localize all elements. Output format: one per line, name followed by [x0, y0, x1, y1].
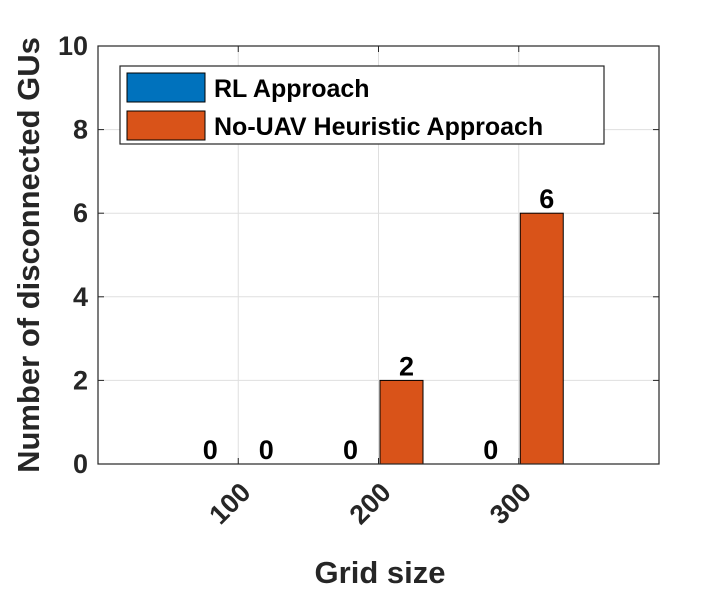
y-tick-label: 8 — [73, 115, 88, 145]
legend-swatch-rl — [126, 72, 206, 103]
data-label-heuristic: 0 — [259, 435, 274, 465]
y-tick-label: 0 — [73, 449, 88, 479]
y-tick-label: 10 — [58, 31, 88, 61]
y-tick-label: 6 — [73, 198, 88, 228]
legend-label-heuristic: No-UAV Heuristic Approach — [214, 113, 543, 141]
x-tick-label: 200 — [344, 477, 397, 530]
x-tick-label: 300 — [484, 477, 537, 530]
legend-label-rl: RL Approach — [214, 75, 370, 103]
bar-heuristic — [519, 212, 564, 465]
legend-swatch-heuristic — [126, 110, 206, 141]
bar-heuristic — [379, 379, 424, 465]
x-axis-title: Grid size — [315, 555, 446, 590]
y-tick-label: 2 — [73, 365, 88, 395]
y-tick-label: 4 — [73, 282, 88, 312]
data-label-rl: 0 — [343, 435, 358, 465]
data-label-heuristic: 2 — [399, 351, 414, 381]
legend: RL Approach No-UAV Heuristic Approach — [119, 65, 605, 145]
data-label-rl: 0 — [483, 435, 498, 465]
data-labels: 0 0 0 0 2 6 — [203, 184, 555, 465]
data-label-rl: 0 — [203, 435, 218, 465]
y-axis-title: Number of disconnected GUs — [11, 37, 46, 473]
data-label-heuristic: 6 — [539, 184, 554, 214]
bars — [379, 212, 564, 465]
x-tick-label: 100 — [203, 477, 256, 530]
